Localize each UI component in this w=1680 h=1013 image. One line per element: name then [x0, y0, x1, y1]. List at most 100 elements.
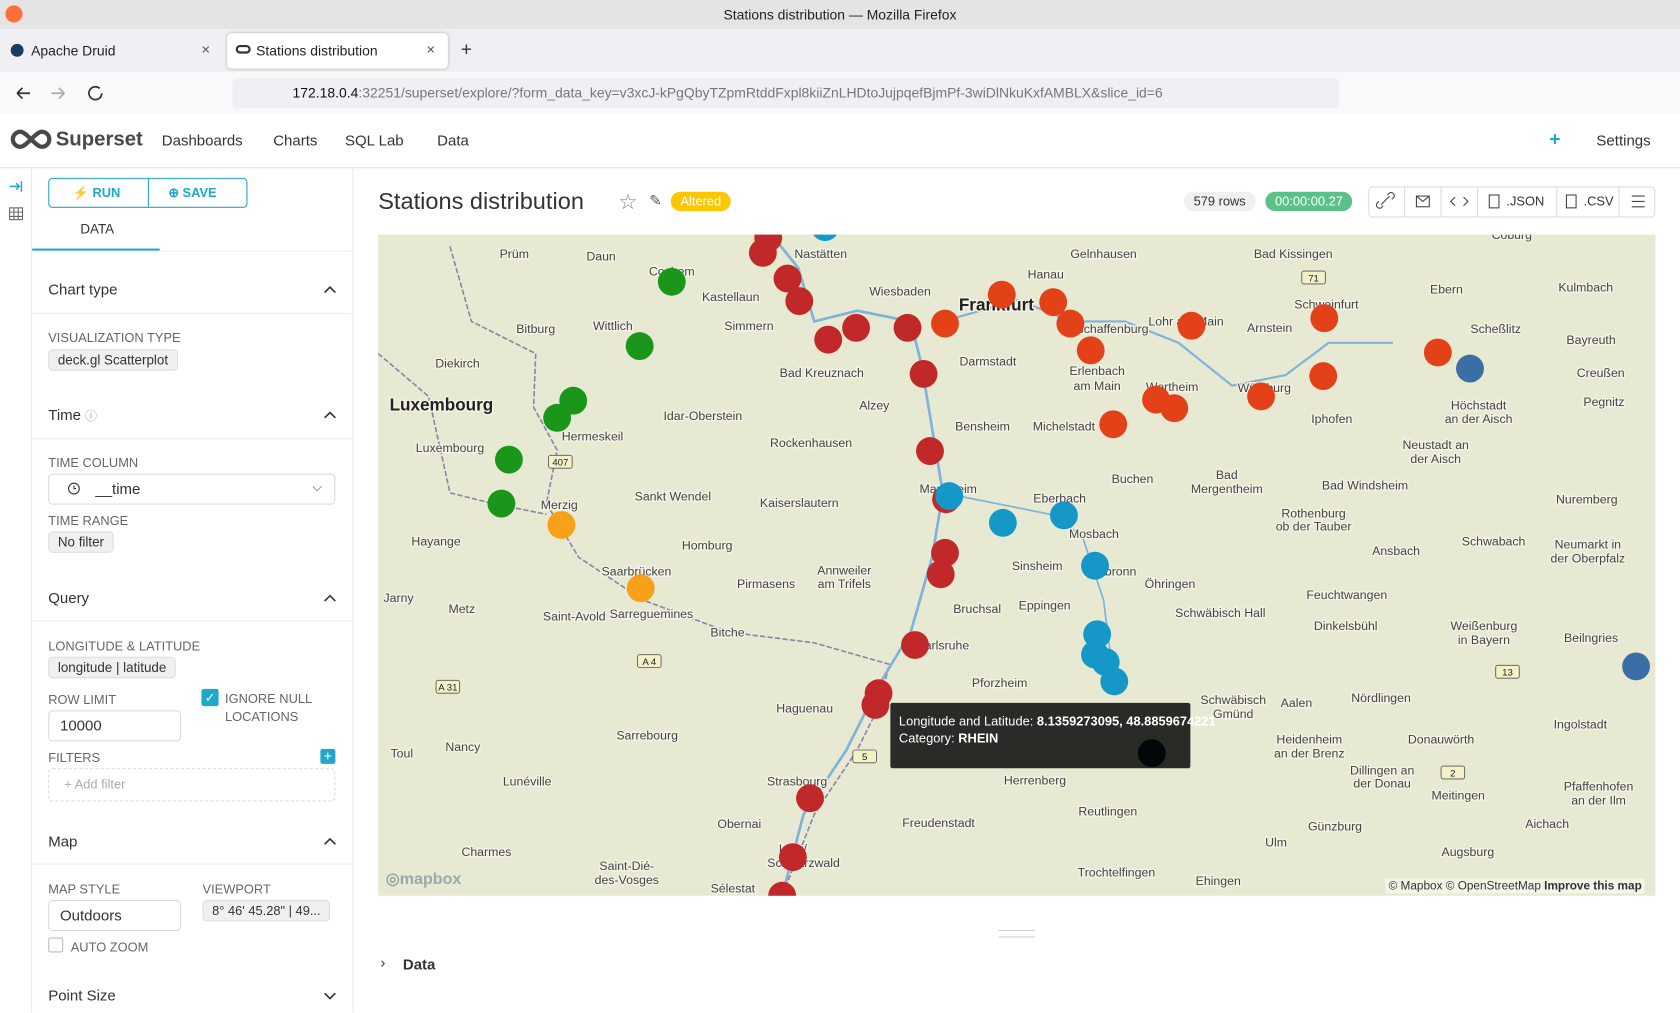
place-label: an der Ilm — [1571, 794, 1626, 808]
tab-close[interactable]: × — [201, 40, 211, 58]
viz-type[interactable]: deck.gl Scatterplot — [48, 349, 178, 371]
map-style[interactable]: Outdoors — [48, 900, 182, 932]
place-label: Sarreguemines — [610, 607, 694, 621]
chevrons[interactable] — [321, 279, 338, 1008]
station-point — [748, 238, 777, 267]
row-limit[interactable]: 10000 — [48, 710, 182, 742]
station-point — [893, 313, 922, 342]
save-button[interactable]: ⊕ SAVE — [168, 185, 217, 201]
tooltip-value: RHEIN — [958, 730, 999, 746]
brand[interactable]: Superset — [55, 128, 143, 152]
data-toggle[interactable]: › — [380, 953, 386, 971]
superset-logo[interactable] — [10, 129, 53, 150]
data-panel-title[interactable]: Data — [402, 955, 436, 973]
app-header — [0, 113, 1680, 169]
new-tab[interactable]: + — [460, 38, 472, 61]
divider — [32, 438, 352, 440]
improve-link[interactable]: Improve this map — [1544, 879, 1642, 893]
chart-title[interactable]: Stations distribution — [378, 187, 584, 215]
field-label: LONGITUDE & LATITUDE — [48, 638, 201, 654]
mapbox-logo[interactable]: ◎mapbox — [385, 870, 462, 889]
place-label: Schwabach — [1462, 534, 1526, 548]
attribution: © Mapbox © OpenStreetMap Improve this ma… — [1385, 878, 1645, 894]
edit-icon[interactable]: ✎ — [649, 191, 662, 209]
title-bar — [0, 0, 1680, 29]
data-tab[interactable]: DATA — [80, 221, 115, 237]
tab[interactable]: Stations distribution — [256, 42, 378, 59]
place-label: Diekirch — [435, 357, 480, 371]
save-label[interactable]: SAVE — [182, 185, 217, 201]
attribution-text[interactable]: © Mapbox © OpenStreetMap — [1388, 879, 1541, 893]
mapbox-text[interactable]: mapbox — [399, 870, 462, 889]
url-field[interactable] — [232, 78, 1340, 109]
map[interactable]: PrümDaunCochemNastättenKastellaunWiesbad… — [378, 234, 1656, 896]
station-point — [547, 511, 576, 539]
section-title[interactable]: Query — [48, 589, 90, 607]
place-label: Bad Windsheim — [1322, 479, 1408, 493]
add-filter-icon[interactable]: + — [320, 748, 336, 764]
tab[interactable]: Apache Druid — [31, 42, 116, 59]
checkbox[interactable] — [48, 937, 64, 953]
menu-item[interactable]: Dashboards — [161, 131, 243, 149]
station-point — [813, 234, 837, 242]
menu-item[interactable]: SQL Lab — [345, 131, 404, 149]
section-title[interactable]: Chart type — [48, 280, 118, 298]
csv-button[interactable]: .CSV — [1583, 193, 1614, 209]
lonlat[interactable]: longitude | latitude — [48, 656, 176, 679]
station-point — [1622, 652, 1651, 681]
tab-icon[interactable] — [10, 43, 24, 57]
place-label: Augsburg — [1441, 845, 1494, 859]
favorite-star[interactable]: ☆ — [618, 190, 638, 215]
run-button[interactable]: ⚡ RUN — [72, 185, 121, 201]
add-filter[interactable]: + Add filter — [48, 768, 336, 802]
station-point — [1177, 311, 1206, 340]
resize-handle[interactable] — [998, 930, 1036, 938]
station-point — [861, 691, 890, 719]
place-label: Idar-Oberstein — [664, 409, 743, 423]
station-point — [495, 445, 523, 474]
settings[interactable]: Settings — [1596, 131, 1651, 149]
run-label[interactable]: RUN — [92, 185, 121, 201]
station-point — [657, 267, 686, 296]
place-label: Arnstein — [1247, 321, 1292, 335]
section-title[interactable]: Time ⓘ — [48, 406, 97, 424]
menu-item[interactable]: Charts — [273, 131, 318, 149]
viewport[interactable]: 8° 46' 45.28" | 49... — [202, 900, 331, 922]
side-strip — [0, 168, 33, 1013]
menu-item[interactable]: Data — [437, 131, 469, 149]
station-point — [487, 489, 516, 518]
place-label: an der Aisch — [1445, 412, 1513, 426]
active-tab[interactable] — [227, 33, 448, 69]
time-range[interactable]: No filter — [48, 531, 114, 553]
field-label: MAP STYLE — [48, 881, 121, 897]
place-label: Ansbach — [1372, 544, 1420, 558]
plus-menu[interactable]: + — [1549, 128, 1561, 151]
checkbox-checked[interactable]: ✓ — [201, 688, 219, 707]
place-label: Lunéville — [503, 774, 552, 788]
place-label: Donauwörth — [1408, 733, 1475, 747]
section-title[interactable]: Point Size — [48, 986, 116, 1004]
place-label: Neustadt an — [1403, 438, 1470, 452]
place-label: des-Vosges — [595, 873, 659, 887]
json-button[interactable]: .JSON — [1506, 193, 1545, 209]
tab-underline — [32, 248, 160, 251]
place-label: Sarrebourg — [616, 728, 678, 742]
section-title[interactable]: Map — [48, 832, 78, 850]
time-column-select[interactable]: __time — [48, 473, 336, 505]
checkbox-label: AUTO ZOOM — [70, 939, 149, 955]
place-label: Meitingen — [1432, 788, 1486, 802]
place-label: Pirmasens — [737, 577, 795, 591]
place-label: Öhringen — [1145, 577, 1196, 591]
place-label: Höchstadt — [1451, 398, 1507, 412]
add-filter-label[interactable]: Add filter — [74, 776, 126, 792]
altered-badge[interactable]: Altered — [670, 191, 731, 212]
field-label: TIME COLUMN — [48, 455, 139, 471]
nav-buttons[interactable] — [11, 83, 107, 104]
place-label: Heidenheim — [1276, 733, 1342, 747]
place-label: Ehingen — [1196, 874, 1241, 888]
action-icons[interactable] — [1368, 186, 1655, 218]
strip-icons[interactable] — [8, 179, 25, 224]
tab-close[interactable]: × — [426, 40, 436, 58]
